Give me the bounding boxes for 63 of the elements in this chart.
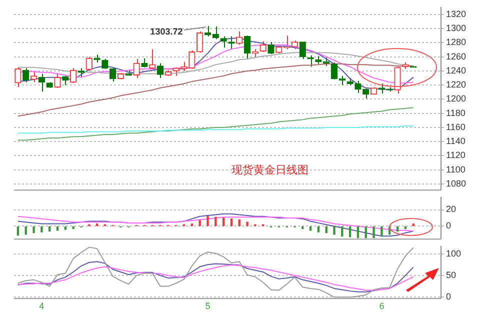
y-tick-label: 100	[446, 248, 462, 258]
candlestick	[38, 73, 46, 92]
y-tick-label: 1280	[446, 37, 466, 48]
bar	[238, 219, 240, 226]
bar	[214, 216, 217, 226]
bar	[230, 218, 233, 226]
y-tick-label: 0	[446, 292, 452, 302]
candlestick	[244, 35, 251, 60]
y-tick-label: 1140	[446, 136, 466, 146]
bar	[333, 226, 336, 235]
y-tick-label: 0	[446, 220, 452, 231]
candlestick	[86, 56, 92, 72]
bar	[32, 226, 35, 234]
bar	[72, 226, 74, 230]
bar	[222, 218, 225, 226]
bar	[364, 226, 367, 238]
candlestick	[354, 80, 362, 94]
bar	[40, 226, 43, 232]
candlestick	[362, 88, 370, 99]
candlestick	[236, 30, 243, 46]
y-tick-label: 1220	[446, 80, 466, 90]
bar	[198, 220, 201, 226]
candlestick	[133, 58, 140, 79]
y-tick-label: 1300	[446, 23, 466, 34]
bar	[348, 226, 352, 238]
bar	[16, 226, 20, 236]
y-tick-label: 1200	[446, 94, 466, 104]
x-tick-label: 4	[39, 300, 44, 311]
bar	[64, 226, 66, 230]
candlestick	[70, 68, 77, 84]
candlestick	[220, 36, 227, 48]
y-tick-label: 1080	[446, 178, 466, 188]
bar	[372, 226, 375, 238]
bar	[356, 226, 360, 238]
y-tick-label: 1240	[446, 65, 466, 76]
annotation: 1303.72	[150, 26, 183, 36]
y-tick-label: 50	[446, 270, 456, 280]
bar	[246, 222, 248, 226]
y-tick-label: 1260	[446, 51, 466, 62]
candlestick	[299, 42, 306, 60]
x-tick-label: 6	[379, 300, 384, 311]
bar	[317, 226, 320, 232]
bar	[380, 226, 383, 236]
y-tick-label: 1160	[446, 122, 466, 132]
y-tick-label: 1320	[446, 8, 466, 19]
y-tick-label: 20	[446, 204, 456, 214]
y-tick-label: 1180	[446, 108, 466, 118]
y-tick-label: 1100	[446, 164, 466, 174]
candlestick	[141, 58, 148, 68]
bar	[206, 216, 209, 226]
candlestick	[30, 70, 38, 83]
candlestick	[14, 66, 22, 88]
bar	[341, 226, 344, 236]
bar	[412, 223, 414, 226]
bar	[325, 226, 328, 234]
bar	[396, 226, 399, 232]
y-tick-label: 1120	[446, 150, 466, 160]
bar	[48, 226, 51, 232]
bar	[24, 226, 27, 235]
candlestick	[394, 66, 401, 94]
x-tick-label: 5	[205, 300, 210, 311]
candlestick	[260, 40, 266, 52]
annotation: 现货黄金日线图	[232, 164, 309, 177]
